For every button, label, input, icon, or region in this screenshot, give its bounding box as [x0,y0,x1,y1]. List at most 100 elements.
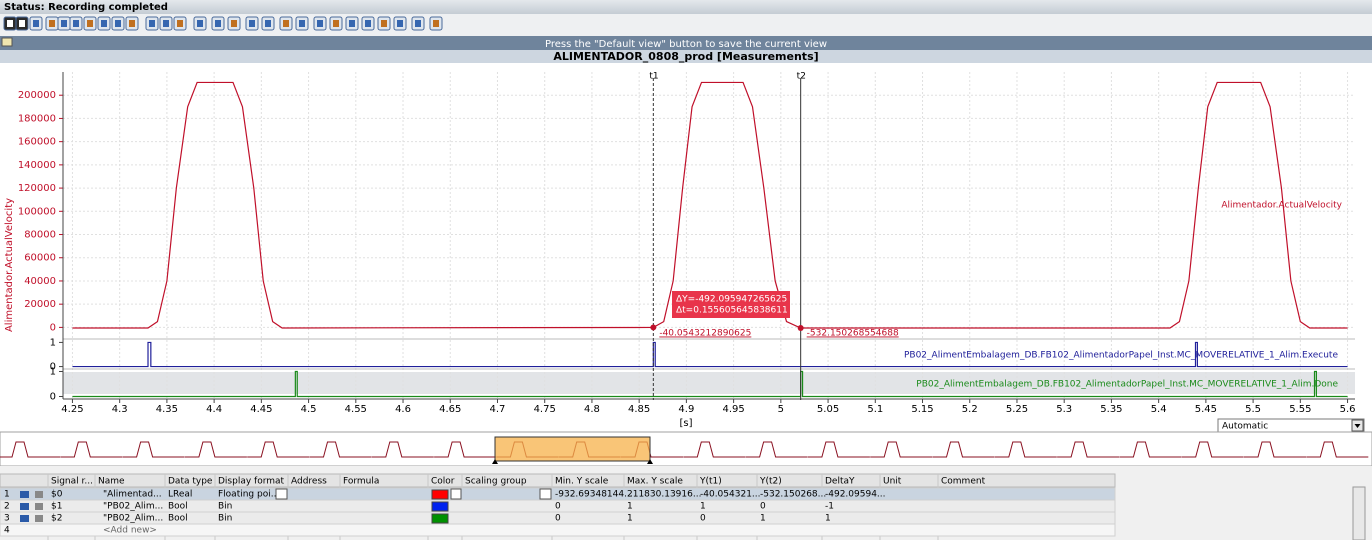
toolbar-glyph [101,20,107,27]
cell: -532.150268... [760,490,826,500]
x-tick-label: 5.6 [1340,404,1356,415]
scaling-dropdown[interactable] [539,488,552,500]
column-header[interactable]: DeltaY [825,477,855,487]
column-header[interactable]: Comment [941,477,986,487]
overview-pulse [0,441,60,458]
hint: Press the "Default view" button to save … [545,39,827,50]
status-bar [0,0,1372,14]
overview-pulse [309,441,372,458]
toolbar-glyph [87,20,93,27]
cell: 0 [700,514,706,524]
row-index: 4 [4,526,10,536]
toolbar-glyph [129,20,135,27]
cell: 0 [555,514,561,524]
y-tick-label: 60000 [24,253,56,264]
overview-pulse [870,441,933,458]
y-tick-label: 0 [50,392,56,403]
cell: "PB02_Alim... [103,514,163,524]
cell: 1 [825,514,831,524]
toolbar-glyph [317,20,323,27]
row-icon [20,515,29,522]
dropdown-arrow [1354,424,1361,428]
overview-pulse [184,441,247,458]
cell: 0 [555,502,561,512]
toolbar-glyph [381,20,387,27]
y-tick-label: 80000 [24,230,56,241]
toolbar-glyph [349,20,355,27]
column-header[interactable]: Formula [343,477,379,487]
x-tick-label: 4.45 [250,404,272,415]
cell: "Alimentad... [103,490,162,500]
y-tick-label: 100000 [18,206,56,217]
toolbar-glyph [231,20,237,27]
table-row[interactable] [0,523,1116,537]
selected-panel [63,372,1355,394]
toolbar-glyph [73,20,79,27]
x-tick-label: 5.4 [1151,404,1167,415]
column-header[interactable]: Min. Y scale [555,477,609,487]
column-header[interactable]: Display format [218,477,285,487]
header-icon [1,37,13,47]
x-tick-label: 4.8 [584,404,600,415]
column-header[interactable]: Signal r... [51,477,93,487]
toolbar-glyph [197,20,203,27]
row-index: 2 [4,502,10,512]
delta-box [672,291,790,318]
cell: 1 [760,514,766,524]
color-dropdown[interactable] [450,488,462,500]
chart-title: ALIMENTADOR_0808_prod [Measurements] [553,50,818,63]
header-top [0,36,1372,50]
overview-pulse [683,441,746,458]
format-dropdown[interactable] [275,488,288,500]
cell: -932.69348144... [555,490,633,500]
y-tick-label: 0 [50,362,56,373]
column-header[interactable]: Max. Y scale [627,477,683,487]
column-header[interactable]: Scaling group [465,477,527,487]
column-header[interactable]: Name [98,477,125,487]
column-header[interactable]: Y(t2) [759,477,782,487]
x-tick-label: 4.3 [112,404,128,415]
cell: -492.09594... [825,490,886,500]
overview-pulse [1306,441,1369,458]
toolbar-glyph [115,20,121,27]
series-label: Alimentador.ActualVelocity [1221,201,1342,211]
row-index: 1 [4,490,10,500]
color-swatch[interactable] [431,501,449,512]
x-tick-label: 5.2 [962,404,978,415]
overview-pulse [1119,441,1182,458]
toolbar-glyph [249,20,255,27]
overview-pulse [1244,441,1306,458]
column-header[interactable]: Color [431,477,455,487]
x-tick-label: 4.95 [722,404,744,415]
column-header[interactable]: Y(t1) [699,477,722,487]
column-header[interactable]: Address [291,477,327,487]
x-tick-label: 4.9 [678,404,694,415]
color-swatch[interactable] [431,489,449,500]
toolbar-glyph [433,20,439,27]
scrollbar[interactable] [1352,486,1366,540]
x-tick-label: 4.6 [395,404,411,415]
series-line [72,370,1348,398]
cell: $0 [51,490,63,500]
x-tick-label: 5.55 [1289,404,1311,415]
cell: Floating poi... [218,490,279,500]
toolbar-glyph [415,20,421,27]
cursor-label: t2 [797,72,806,82]
x-tick-label: 5.5 [1245,404,1261,415]
overview-pulse [122,441,185,458]
y-tick-label: 180000 [18,113,56,124]
overview-window[interactable] [494,436,651,462]
cell: 0 [760,502,766,512]
cell: Bin [218,514,232,524]
color-swatch[interactable] [431,513,449,524]
delta-text: ΔY=-492.095947265625 [676,295,787,305]
cell: Bool [168,502,188,512]
column-header[interactable]: Unit [883,477,902,487]
series-label: PB02_AlimentEmbalagem_DB.FB102_Alimentad… [904,351,1338,361]
row-icon [20,491,29,498]
column-header[interactable]: Data type [168,477,213,487]
toolbar-glyph [33,20,39,27]
view-mode: Automatic [1222,422,1268,432]
cell: 1 [700,502,706,512]
